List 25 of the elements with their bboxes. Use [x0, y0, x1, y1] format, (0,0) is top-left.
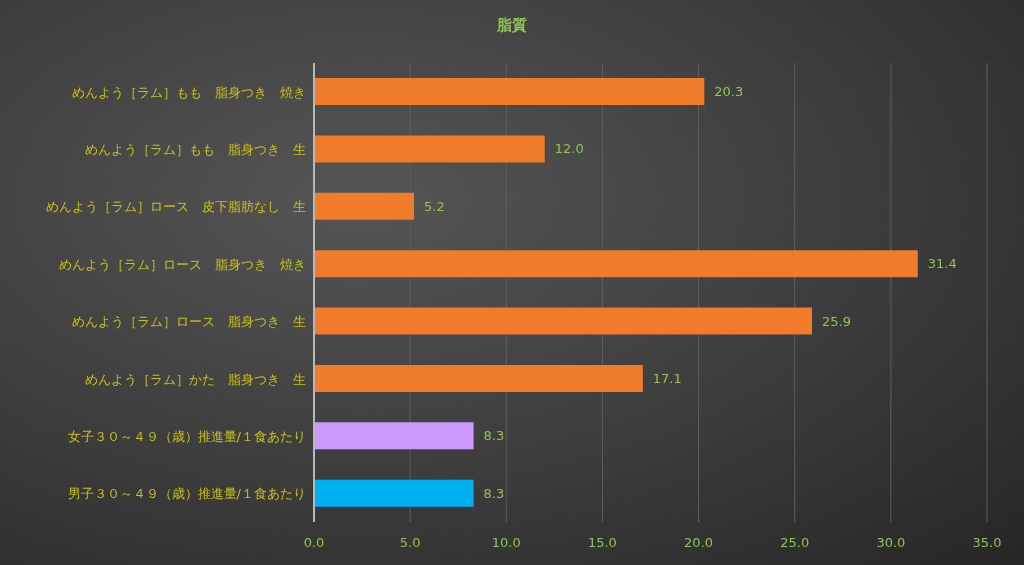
y-tick-label: めんよう［ラム］かた 脂身つき 生: [85, 371, 306, 387]
y-tick-label: めんよう［ラム］ロース 脂身つき 生: [72, 314, 306, 330]
data-label: 17.1: [652, 370, 682, 386]
data-label: 12.0: [554, 141, 584, 157]
x-tick-label: 20.0: [684, 535, 714, 551]
y-tick-label: めんよう［ラム］ロース 脂身つき 焼き: [59, 256, 306, 272]
x-tick-label: 15.0: [587, 535, 617, 551]
y-tick-label: めんよう［ラム］ロース 皮下脂肪なし 生: [46, 199, 306, 215]
data-label: 5.2: [423, 198, 445, 214]
data-label: 8.3: [483, 485, 505, 501]
y-tick-label: めんよう［ラム］もも 脂身つき 焼き: [72, 84, 306, 100]
x-tick-label: 5.0: [399, 535, 421, 551]
y-tick-label: 男子３０～４９（歳）推進量/１食あたり: [67, 486, 306, 502]
x-tick-label: 35.0: [972, 535, 1002, 551]
x-tick-label: 10.0: [491, 535, 521, 551]
data-label: 8.3: [483, 428, 505, 444]
chart-title: 脂質: [496, 16, 528, 35]
y-tick-label: めんよう［ラム］もも 脂身つき 生: [85, 142, 306, 158]
data-label: 20.3: [714, 84, 744, 100]
data-label: 31.4: [927, 256, 957, 272]
x-tick-label: 0.0: [303, 535, 325, 551]
y-tick-label: 女子３０～４９（歳）推進量/１食あたり: [67, 428, 306, 444]
x-tick-label: 30.0: [876, 535, 906, 551]
x-tick-label: 25.0: [780, 535, 810, 551]
data-label: 25.9: [822, 313, 851, 329]
